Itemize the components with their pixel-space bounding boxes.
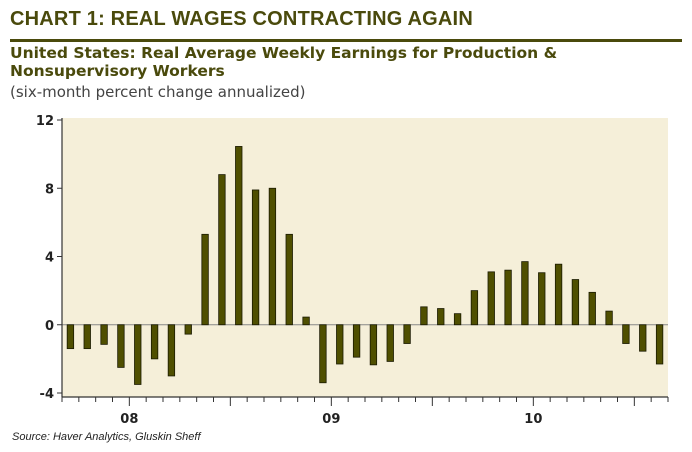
bar bbox=[504, 269, 512, 326]
bar bbox=[386, 324, 394, 362]
bar bbox=[352, 324, 361, 358]
bar bbox=[319, 324, 327, 384]
bar bbox=[184, 324, 192, 335]
bar bbox=[437, 308, 445, 326]
x-tick-label: 09 bbox=[322, 412, 340, 427]
bar bbox=[420, 306, 428, 326]
bar bbox=[302, 316, 310, 326]
chart-units: (six-month percent change annualized) bbox=[10, 83, 306, 101]
source-note: Source: Haver Analytics, Gluskin Sheff bbox=[12, 431, 201, 443]
bar bbox=[453, 313, 462, 326]
bar bbox=[487, 271, 495, 326]
chart-subtitle: United States: Real Average Weekly Earni… bbox=[10, 44, 558, 80]
chart-title: CHART 1: REAL WAGES CONTRACTING AGAIN bbox=[10, 8, 473, 30]
bar bbox=[571, 279, 580, 326]
bar bbox=[66, 324, 75, 350]
bar bbox=[285, 233, 293, 326]
y-tick-label: 4 bbox=[45, 251, 54, 266]
bar bbox=[201, 233, 209, 326]
bar bbox=[521, 261, 529, 326]
bar bbox=[470, 290, 479, 326]
bar bbox=[622, 324, 630, 344]
y-tick-label: 12 bbox=[36, 114, 54, 129]
bar bbox=[100, 324, 108, 345]
bar bbox=[134, 324, 142, 385]
bar bbox=[235, 146, 243, 326]
bar bbox=[268, 187, 277, 326]
bar bbox=[167, 324, 176, 377]
plot-area bbox=[62, 118, 668, 397]
bar bbox=[639, 324, 647, 352]
x-tick-label: 08 bbox=[120, 412, 138, 427]
bar bbox=[403, 324, 411, 344]
bar bbox=[605, 310, 613, 326]
x-tick-label: 10 bbox=[524, 412, 542, 427]
bar bbox=[554, 263, 563, 326]
bar bbox=[588, 291, 596, 326]
bar bbox=[251, 189, 260, 326]
y-tick-label: -4 bbox=[40, 387, 54, 402]
bar bbox=[336, 324, 344, 365]
y-tick-label: 0 bbox=[45, 319, 54, 334]
bar bbox=[538, 272, 546, 326]
bar bbox=[218, 174, 226, 326]
bar bbox=[117, 324, 125, 368]
bar bbox=[655, 324, 664, 365]
title-rule bbox=[10, 39, 682, 42]
bar bbox=[150, 324, 159, 360]
y-tick-label: 8 bbox=[45, 182, 54, 197]
bar bbox=[83, 324, 91, 350]
bar bbox=[369, 324, 378, 366]
